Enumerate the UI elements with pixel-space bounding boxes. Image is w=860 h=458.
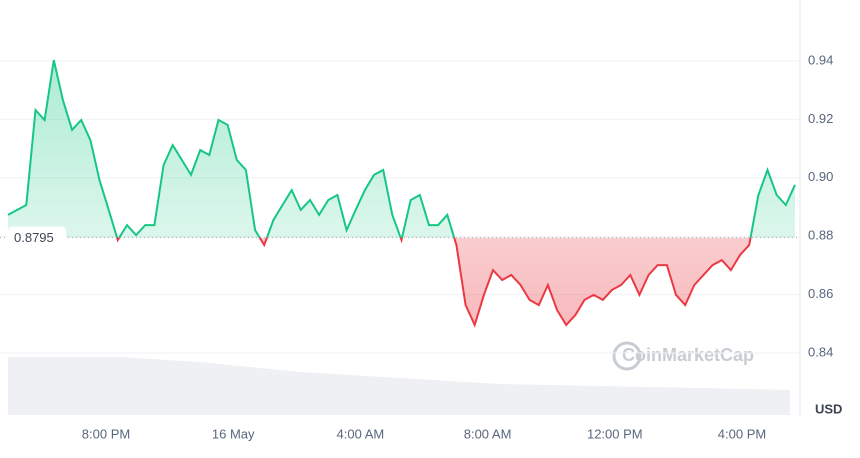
watermark: CoinMarketCap [622, 345, 754, 365]
y-tick-label: 0.92 [808, 111, 833, 126]
price-line-down [116, 237, 752, 328]
x-tick-label: 12:00 PM [587, 426, 643, 441]
y-tick-label: 0.94 [808, 52, 833, 67]
unit-label: USD [815, 401, 842, 416]
y-tick-label: 0.86 [808, 286, 833, 301]
x-tick-label: 16 May [212, 426, 255, 441]
y-tick-label: 0.90 [808, 169, 833, 184]
x-tick-label: 8:00 AM [464, 426, 512, 441]
area-down [117, 237, 751, 325]
x-tick-label: 4:00 AM [337, 426, 385, 441]
y-tick-label: 0.88 [808, 228, 833, 243]
area-up [8, 60, 795, 238]
x-tick-label: 4:00 PM [718, 426, 766, 441]
volume-area [8, 357, 790, 415]
baseline-label-bg [8, 226, 66, 249]
x-tick-label: 8:00 PM [82, 426, 130, 441]
baseline-label: 0.8795 [14, 230, 54, 245]
watermark-logo [612, 341, 642, 371]
y-tick-label: 0.84 [808, 344, 833, 359]
price-line-up [7, 59, 796, 238]
